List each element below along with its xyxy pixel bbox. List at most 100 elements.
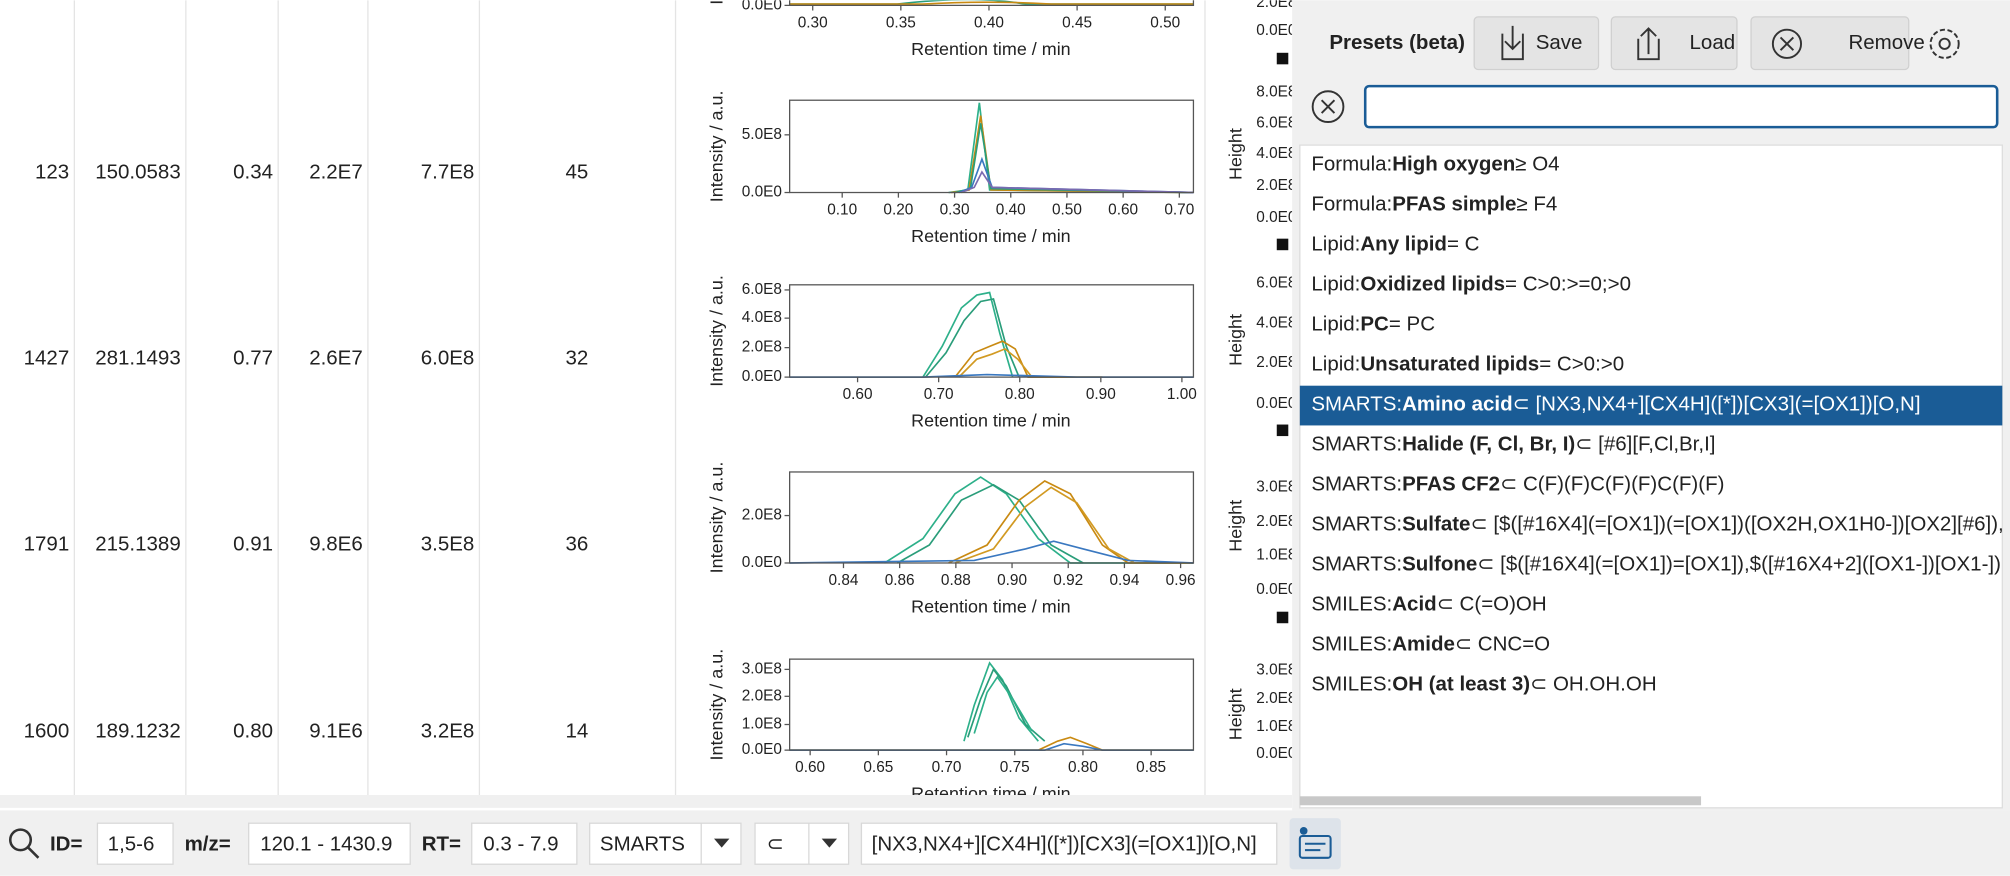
preset-item[interactable]: Lipid:Oxidized lipids= C>0:>=0;>0 bbox=[1311, 273, 1631, 296]
preset-prefix: Lipid: bbox=[1311, 313, 1360, 336]
preset-prefix: SMARTS: bbox=[1311, 553, 1402, 576]
x-tick-label: 0.75 bbox=[1000, 759, 1030, 776]
preset-expr: = PC bbox=[1389, 313, 1435, 336]
table-cell: 1791 bbox=[24, 532, 70, 555]
height-axis-label: Height bbox=[1226, 500, 1246, 552]
id-input[interactable] bbox=[96, 822, 174, 865]
save-button[interactable] bbox=[1473, 16, 1600, 71]
y-tick-label: 2.0E8 bbox=[742, 507, 782, 524]
x-tick-label: 0.94 bbox=[1109, 572, 1139, 589]
operator-value: ⊂ bbox=[767, 832, 784, 855]
preset-item[interactable]: SMARTS:Amino acid⊂ [NX3,NX4+][CX4H]([*])… bbox=[1311, 393, 1920, 416]
preset-prefix: Lipid: bbox=[1311, 273, 1360, 296]
preset-prefix: SMILES: bbox=[1311, 673, 1392, 696]
placeholder: 0.3 - 7.9 bbox=[483, 832, 558, 855]
y-axis-label: Intensity / a.u. bbox=[707, 0, 727, 5]
x-tick-label: 0.92 bbox=[1053, 572, 1083, 589]
preset-prefix: SMARTS: bbox=[1311, 393, 1402, 416]
x-tick-label: 0.20 bbox=[883, 202, 913, 219]
query-input[interactable] bbox=[860, 822, 1278, 865]
height-tick-label: 1.0E8 bbox=[1256, 546, 1296, 563]
height-tick-label: 0.0E0 bbox=[1256, 22, 1296, 39]
y-tick-label: 0.0E0 bbox=[742, 741, 782, 758]
table-scrollbar[interactable] bbox=[0, 795, 1293, 808]
x-axis-label: Retention time / min bbox=[911, 411, 1071, 431]
clear-search-button[interactable] bbox=[1311, 90, 1345, 123]
y-axis-label: Intensity / a.u. bbox=[707, 91, 727, 203]
x-tick-label: 0.70 bbox=[924, 386, 954, 403]
x-tick-label: 0.50 bbox=[1150, 14, 1180, 31]
load-button[interactable] bbox=[1610, 16, 1738, 71]
row-marker bbox=[1276, 238, 1289, 251]
height-tick-label: 4.0E8 bbox=[1256, 145, 1296, 162]
preset-prefix: SMARTS: bbox=[1311, 513, 1402, 536]
preset-item[interactable]: Lipid:Unsaturated lipids= C>0:>0 bbox=[1311, 353, 1624, 376]
preset-item[interactable]: Formula:High oxygen≥ O4 bbox=[1311, 153, 1559, 176]
y-tick-label: 4.0E8 bbox=[742, 309, 782, 326]
x-tick-label: 0.96 bbox=[1166, 572, 1196, 589]
x-tick-label: 0.70 bbox=[1164, 202, 1194, 219]
preset-item[interactable]: Lipid:PC= PC bbox=[1311, 313, 1435, 336]
preset-item[interactable]: SMARTS:Sulfone⊂ [$([#16X4](=[OX1])=[OX1]… bbox=[1311, 553, 2001, 576]
preset-expr: = C>0:>=0;>0 bbox=[1505, 273, 1631, 296]
height-tick-label: 3.0E8 bbox=[1256, 478, 1296, 495]
selected-highlight bbox=[1299, 385, 2003, 426]
plot-frame bbox=[789, 471, 1195, 564]
preset-prefix: Lipid: bbox=[1311, 353, 1360, 376]
preset-expr: ⊂ CNC=O bbox=[1455, 633, 1550, 656]
table-cell: 2.6E7 bbox=[309, 347, 363, 370]
x-tick-label: 0.88 bbox=[941, 572, 971, 589]
y-tick-label: 2.0E8 bbox=[742, 339, 782, 356]
preset-prefix: SMARTS: bbox=[1311, 433, 1402, 456]
operator-dropdown[interactable] bbox=[754, 822, 850, 865]
preset-expr: = C bbox=[1447, 233, 1480, 256]
table-cell: 3.5E8 bbox=[421, 532, 475, 555]
height-tick-label: 2.0E8 bbox=[1256, 690, 1296, 707]
preset-expr: ⊂ [NX3,NX4+][CX4H]([*])[CX3](=[OX1])[O,N… bbox=[1513, 393, 1921, 416]
query-value: [NX3,NX4+][CX4H]([*])[CX3](=[OX1])[O,N] bbox=[872, 832, 1257, 855]
preset-item[interactable]: SMILES:OH (at least 3)⊂ OH.OH.OH bbox=[1311, 673, 1656, 696]
preset-item[interactable]: SMILES:Amide⊂ CNC=O bbox=[1311, 633, 1550, 656]
x-tick-label: 0.50 bbox=[1052, 202, 1082, 219]
preset-search-input[interactable] bbox=[1363, 84, 1999, 129]
button-icons bbox=[1501, 25, 1960, 61]
y-tick-label: 0.0E0 bbox=[742, 0, 782, 13]
filter-label: m/z= bbox=[185, 832, 231, 855]
preset-prefix: SMILES: bbox=[1311, 633, 1392, 656]
preset-item[interactable]: Formula:PFAS simple≥ F4 bbox=[1311, 193, 1557, 216]
preset-item[interactable]: SMARTS:PFAS CF2⊂ C(F)(F)C(F)(F)C(F)(F) bbox=[1311, 473, 1724, 496]
preset-item[interactable]: SMARTS:Halide (F, Cl, Br, I)⊂ [#6][F,Cl,… bbox=[1311, 433, 1715, 456]
preset-name: PC bbox=[1360, 313, 1389, 336]
height-tick-label: 6.0E8 bbox=[1256, 275, 1296, 292]
rt-input[interactable] bbox=[471, 822, 578, 865]
row-marker bbox=[1276, 52, 1289, 65]
table-cell: 45 bbox=[565, 161, 588, 184]
preset-expr: ⊂ [$([#16X4](=[OX1])(=[OX1])([OX2H,OX1H0… bbox=[1470, 513, 2003, 536]
preset-item[interactable]: SMARTS:Sulfate⊂ [$([#16X4](=[OX1])(=[OX1… bbox=[1311, 513, 2003, 536]
table-cell: 14 bbox=[565, 720, 588, 743]
preset-item[interactable]: Lipid:Any lipid= C bbox=[1311, 233, 1479, 256]
table-cell: 189.1232 bbox=[95, 720, 181, 743]
height-axis-label: Height bbox=[1226, 128, 1246, 180]
preset-name: High oxygen bbox=[1392, 153, 1515, 176]
list-scrollbar-thumb[interactable] bbox=[1299, 796, 1702, 806]
mz-input[interactable] bbox=[248, 822, 411, 865]
mode-dropdown[interactable] bbox=[589, 822, 742, 865]
placeholder: 1,5-6 bbox=[108, 832, 155, 855]
preset-expr: ⊂ C(F)(F)C(F)(F)C(F)(F) bbox=[1500, 473, 1724, 496]
y-tick-label: 3.0E8 bbox=[742, 660, 782, 677]
height-tick-label: 1.0E8 bbox=[1256, 718, 1296, 735]
x-tick-label: 0.86 bbox=[885, 572, 915, 589]
height-tick-label: 3.0E8 bbox=[1256, 662, 1296, 679]
button-label: Load bbox=[1690, 31, 1736, 54]
x-tick-label: 0.85 bbox=[1136, 759, 1166, 776]
table-cell: 0.34 bbox=[233, 161, 273, 184]
x-tick-label: 0.45 bbox=[1062, 14, 1092, 31]
preset-item[interactable]: SMILES:Acid⊂ C(=O)OH bbox=[1311, 593, 1546, 616]
table-cell: 7.7E8 bbox=[421, 161, 475, 184]
x-tick-label: 0.10 bbox=[827, 202, 857, 219]
preset-prefix: Formula: bbox=[1311, 153, 1392, 176]
preset-prefix: SMILES: bbox=[1311, 593, 1392, 616]
results-table: 123 150.0583 0.34 2.2E7 7.7E8 45 1427 281.1493 0… bbox=[23, 0, 1296, 796]
